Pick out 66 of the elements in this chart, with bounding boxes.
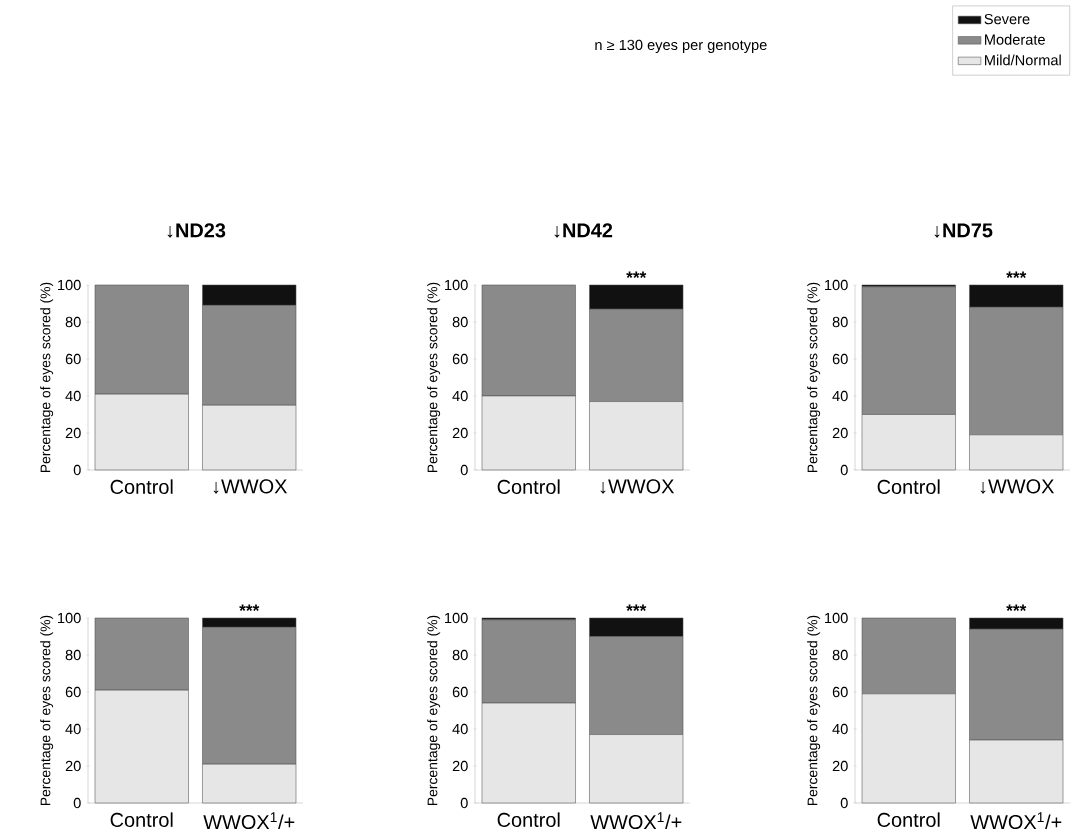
x-tick-label: ↓WWOX: [980, 479, 1055, 494]
y-tick-label: 40: [452, 723, 468, 735]
y-tick-label: 100: [445, 279, 468, 291]
annotation: ***: [1006, 271, 1027, 278]
y-tick-label: 80: [832, 316, 848, 328]
annotation: ***: [239, 604, 260, 611]
y-axis-title: Percentage of eyes scored (%): [40, 615, 54, 806]
y-axis-title: Percentage of eyes scored (%): [40, 282, 54, 473]
y-tick-label: 0: [73, 797, 81, 809]
y-tick-label: 100: [825, 279, 848, 291]
y-axis-title: Percentage of eyes scored (%): [427, 282, 441, 473]
y-tick-label: 80: [65, 649, 81, 661]
y-tick-label: 100: [825, 612, 848, 624]
y-axis-title: Percentage of eyes scored (%): [807, 615, 821, 806]
y-tick-label: 0: [460, 464, 468, 476]
y-tick-label: 60: [65, 686, 81, 698]
x-tick-label: Control: [497, 479, 560, 494]
y-tick-label: 60: [832, 353, 848, 365]
x-tick-label: Control: [877, 812, 940, 827]
legend-label: Mild/Normal: [985, 54, 1061, 66]
y-tick-label: 40: [65, 723, 81, 735]
y-tick-label: 80: [452, 316, 468, 328]
y-tick-label: 0: [460, 797, 468, 809]
chart-title: ↓ND42: [554, 223, 613, 238]
annotation: ***: [1006, 604, 1027, 611]
y-tick-label: 20: [65, 760, 81, 772]
y-tick-label: 20: [452, 760, 468, 772]
x-tick-label: Control: [110, 479, 173, 494]
x-tick-label: WWOX$^{1}$/+: [970, 812, 1062, 830]
x-tick-label: WWOX$^{1}$/+: [203, 812, 295, 830]
x-tick-label: Control: [877, 479, 940, 494]
y-tick-label: 100: [445, 612, 468, 624]
y-tick-label: 100: [58, 279, 81, 291]
chart-title: ↓ND75: [934, 223, 993, 238]
y-tick-label: 80: [832, 649, 848, 661]
y-tick-label: 40: [452, 390, 468, 402]
y-tick-label: 80: [452, 649, 468, 661]
y-tick-label: 20: [832, 427, 848, 439]
y-tick-label: 40: [65, 390, 81, 402]
x-tick-label: Control: [497, 812, 560, 827]
y-tick-label: 60: [452, 353, 468, 365]
y-tick-label: 0: [840, 464, 848, 476]
y-axis-title: Percentage of eyes scored (%): [427, 615, 441, 806]
y-tick-label: 0: [73, 464, 81, 476]
text: n ≥ 130 eyes per genotype: [595, 39, 767, 53]
x-tick-label: WWOX$^{1}$/+: [590, 812, 682, 830]
annotation: ***: [626, 604, 647, 611]
y-tick-label: 40: [832, 390, 848, 402]
y-tick-label: 60: [452, 686, 468, 698]
y-tick-label: 60: [65, 353, 81, 365]
y-tick-label: 100: [58, 612, 81, 624]
y-axis-title: Percentage of eyes scored (%): [807, 282, 821, 473]
annotation: ***: [626, 271, 647, 278]
y-tick-label: 40: [832, 723, 848, 735]
y-tick-label: 20: [832, 760, 848, 772]
x-tick-label: ↓WWOX: [213, 479, 288, 494]
legend-label: Moderate: [985, 34, 1045, 45]
y-tick-label: 80: [65, 316, 81, 328]
y-tick-label: 0: [840, 797, 848, 809]
legend-label: Severe: [984, 13, 1030, 25]
x-tick-label: ↓WWOX: [600, 479, 675, 494]
y-tick-label: 20: [452, 427, 468, 439]
chart-title: ↓ND23: [167, 223, 226, 238]
y-tick-label: 60: [832, 686, 848, 698]
x-tick-label: Control: [110, 812, 173, 827]
y-tick-label: 20: [65, 427, 81, 439]
